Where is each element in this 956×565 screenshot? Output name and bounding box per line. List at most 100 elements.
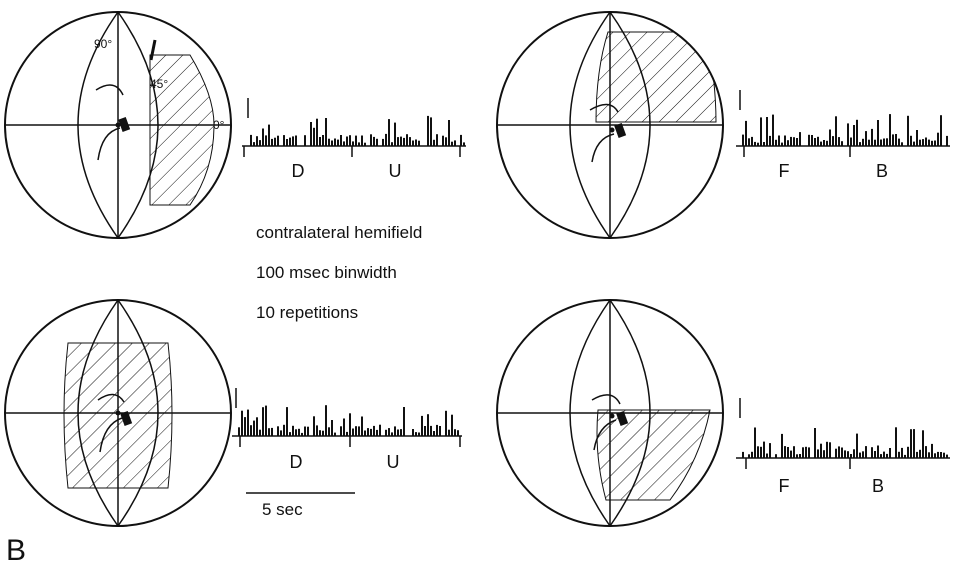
spike-bar bbox=[757, 142, 759, 146]
spike-bar bbox=[364, 142, 366, 146]
spike-bar bbox=[256, 417, 258, 436]
globe-bottom-right bbox=[496, 299, 724, 527]
spike-bar bbox=[769, 135, 771, 146]
spike-bar bbox=[349, 413, 351, 436]
spike-bar bbox=[865, 131, 867, 146]
spike-bar bbox=[334, 138, 336, 146]
spike-bar bbox=[823, 450, 825, 458]
spike-bar bbox=[934, 453, 936, 458]
spike-bar bbox=[292, 136, 294, 146]
histogram-label-2: B bbox=[872, 476, 884, 496]
spike-bar bbox=[742, 451, 744, 458]
spike-bar bbox=[328, 138, 330, 146]
spike-bar bbox=[916, 451, 918, 458]
spike-bar bbox=[787, 447, 789, 458]
spike-bar bbox=[898, 451, 900, 458]
spike-bar bbox=[376, 138, 378, 146]
spike-bar bbox=[325, 405, 327, 436]
spike-bar bbox=[433, 431, 435, 436]
spike-bar bbox=[394, 426, 396, 436]
spike-bar bbox=[814, 428, 816, 458]
spike-bar bbox=[748, 138, 750, 146]
spike-bar bbox=[931, 140, 933, 146]
spike-bar bbox=[313, 127, 315, 146]
spike-bar bbox=[913, 429, 915, 458]
spike-bar bbox=[751, 136, 753, 146]
spike-bar bbox=[373, 425, 375, 436]
spike-bar bbox=[844, 450, 846, 458]
spike-bar bbox=[766, 117, 768, 146]
spike-bar bbox=[325, 118, 327, 146]
spike-bar bbox=[838, 137, 840, 146]
spike-bar bbox=[439, 426, 441, 436]
spike-bar bbox=[355, 426, 357, 436]
spike-bar bbox=[787, 140, 789, 146]
spike-bar bbox=[808, 134, 810, 146]
spike-bar bbox=[916, 130, 918, 146]
spike-bar bbox=[841, 141, 843, 146]
spike-bar bbox=[448, 120, 450, 146]
spike-bar bbox=[457, 430, 459, 436]
spike-bar bbox=[289, 432, 291, 436]
histogram-label-1: D bbox=[292, 161, 305, 181]
spike-bar bbox=[361, 416, 363, 436]
spike-bar bbox=[394, 122, 396, 146]
spike-bar bbox=[241, 410, 243, 436]
spike-bar bbox=[406, 134, 408, 146]
spike-bar bbox=[865, 446, 867, 458]
spike-bar bbox=[424, 426, 426, 436]
animal-head-icon bbox=[589, 103, 627, 163]
spike-bar bbox=[835, 116, 837, 146]
animal-head-icon bbox=[95, 84, 131, 161]
label-90-deg: 90° bbox=[94, 37, 112, 51]
spike-bar bbox=[862, 138, 864, 146]
spike-bar bbox=[463, 142, 465, 146]
spike-bar bbox=[859, 142, 861, 146]
spike-bar bbox=[781, 433, 783, 458]
spike-bar bbox=[862, 451, 864, 458]
animal-head-icon bbox=[97, 393, 133, 453]
spike-bar bbox=[760, 117, 762, 146]
spike-bar bbox=[367, 428, 369, 436]
spike-bar bbox=[934, 140, 936, 146]
spike-bar bbox=[400, 136, 402, 146]
histogram-label-1: D bbox=[290, 452, 303, 472]
spike-bar bbox=[415, 139, 417, 146]
histogram-label-2: U bbox=[389, 161, 402, 181]
spike-bar bbox=[742, 134, 744, 146]
spike-bar bbox=[874, 139, 876, 146]
spike-bar bbox=[769, 443, 771, 458]
spike-bar bbox=[388, 428, 390, 436]
legend-repetitions: 10 repetitions bbox=[256, 303, 358, 322]
spike-bar bbox=[442, 135, 444, 146]
spike-bar bbox=[772, 114, 774, 146]
spike-bar bbox=[928, 139, 930, 146]
spike-bar bbox=[388, 119, 390, 146]
spike-bar bbox=[265, 135, 267, 146]
spike-bar bbox=[448, 429, 450, 436]
spike-bar bbox=[886, 453, 888, 458]
spike-bar bbox=[295, 429, 297, 436]
spike-bar bbox=[835, 448, 837, 458]
spike-bar bbox=[430, 425, 432, 436]
spike-bar bbox=[808, 447, 810, 458]
spike-bar bbox=[802, 447, 804, 458]
spike-bar bbox=[946, 135, 948, 146]
spike-bar bbox=[343, 418, 345, 436]
spike-bar bbox=[850, 137, 852, 146]
spike-bar bbox=[880, 139, 882, 146]
spike-bar bbox=[373, 136, 375, 146]
spike-bar bbox=[250, 425, 252, 436]
spike-bar bbox=[919, 139, 921, 146]
spike-bar bbox=[427, 115, 429, 146]
spike-bar bbox=[877, 445, 879, 458]
histogram-bottom-right: F B bbox=[736, 398, 950, 496]
spike-bar bbox=[415, 432, 417, 436]
spike-bar bbox=[454, 140, 456, 146]
spike-bar bbox=[913, 141, 915, 146]
spike-bar bbox=[277, 426, 279, 436]
spike-bar bbox=[262, 128, 264, 146]
spike-bar bbox=[274, 137, 276, 146]
spike-bar bbox=[901, 447, 903, 458]
